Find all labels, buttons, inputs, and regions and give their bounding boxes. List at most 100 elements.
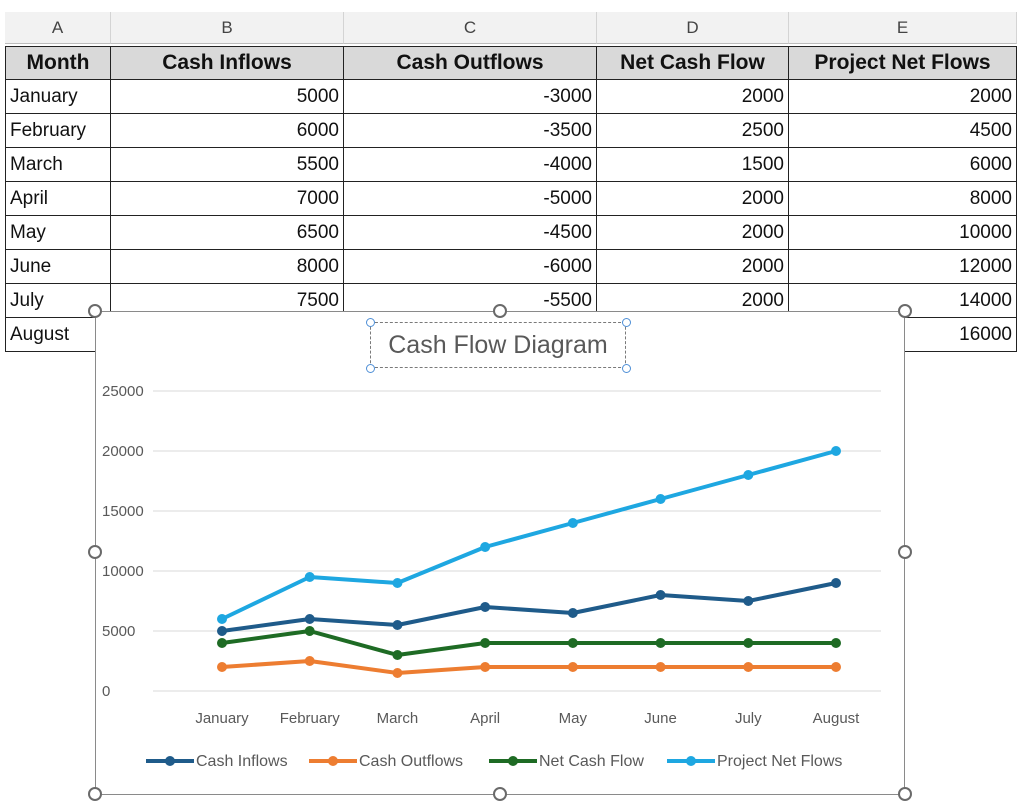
cell-cash-outflows[interactable]: -3500 xyxy=(344,114,597,148)
cell-cash-inflows[interactable]: 5500 xyxy=(111,148,344,182)
legend-swatch-marker-cash-inflows xyxy=(165,756,175,766)
legend-label-project-net-flows: Project Net Flows xyxy=(717,753,842,770)
header-cell-month[interactable]: Month xyxy=(5,46,111,80)
x-tick-label: April xyxy=(470,710,500,727)
cell-cash-outflows[interactable]: -6000 xyxy=(344,250,597,284)
data-point-cash-inflows xyxy=(392,620,403,630)
chart-resize-handle[interactable] xyxy=(88,304,102,318)
title-resize-handle[interactable] xyxy=(622,318,631,327)
cell-project-net-flows[interactable]: 2000 xyxy=(789,80,1017,114)
data-point-cash-outflows xyxy=(304,656,315,666)
cell-net-cash-flow[interactable]: 2000 xyxy=(597,250,789,284)
chart-resize-handle[interactable] xyxy=(898,304,912,318)
data-point-cash-outflows xyxy=(217,662,227,672)
cell-cash-inflows[interactable]: 5000 xyxy=(111,80,344,114)
cell-net-cash-flow[interactable]: 2000 xyxy=(597,182,789,216)
cell-cash-inflows[interactable]: 6500 xyxy=(111,216,344,250)
chart-resize-handle[interactable] xyxy=(493,787,507,801)
data-point-cash-inflows xyxy=(304,614,315,624)
column-header-d[interactable]: D xyxy=(597,12,789,44)
data-point-cash-inflows xyxy=(217,626,227,636)
chart-resize-handle[interactable] xyxy=(493,304,507,318)
chart-area[interactable]: 25000 20000 15000 10000 5000 0 January February… xyxy=(95,311,905,795)
cell-cash-inflows[interactable]: 7000 xyxy=(111,182,344,216)
cell-net-cash-flow[interactable]: 2000 xyxy=(597,216,789,250)
data-point-cash-outflows xyxy=(743,662,754,672)
data-point-project-net-flows xyxy=(217,614,227,624)
data-point-cash-inflows xyxy=(655,590,666,600)
cell-cash-outflows[interactable]: -5000 xyxy=(344,182,597,216)
cell-cash-outflows[interactable]: -4500 xyxy=(344,216,597,250)
chart-resize-handle[interactable] xyxy=(88,545,102,559)
title-resize-handle[interactable] xyxy=(366,318,375,327)
column-header-e[interactable]: E xyxy=(789,12,1017,44)
y-tick-label: 10000 xyxy=(102,563,144,580)
data-point-cash-inflows xyxy=(831,578,841,588)
y-tick-label: 15000 xyxy=(102,503,144,520)
cell-project-net-flows[interactable]: 4500 xyxy=(789,114,1017,148)
data-point-net-cash-flow xyxy=(655,638,666,648)
column-header-a[interactable]: A xyxy=(5,12,111,44)
x-tick-label: July xyxy=(735,710,762,727)
cell-month[interactable]: February xyxy=(5,114,111,148)
x-tick-label: August xyxy=(813,710,861,727)
data-point-project-net-flows xyxy=(392,578,403,588)
data-point-net-cash-flow xyxy=(304,626,315,636)
cell-project-net-flows[interactable]: 8000 xyxy=(789,182,1017,216)
cell-month[interactable]: April xyxy=(5,182,111,216)
cell-month[interactable]: July xyxy=(5,284,111,318)
chart-title[interactable]: Cash Flow Diagram xyxy=(370,322,626,368)
cell-month[interactable]: January xyxy=(5,80,111,114)
x-tick-label: June xyxy=(644,710,677,727)
data-point-cash-inflows xyxy=(567,608,578,618)
cell-project-net-flows[interactable]: 10000 xyxy=(789,216,1017,250)
data-point-cash-outflows xyxy=(567,662,578,672)
cell-net-cash-flow[interactable]: 2500 xyxy=(597,114,789,148)
header-cell-project-net-flows[interactable]: Project Net Flows xyxy=(789,46,1017,80)
column-header-b[interactable]: B xyxy=(111,12,344,44)
data-point-cash-outflows xyxy=(831,662,841,672)
cell-project-net-flows[interactable]: 6000 xyxy=(789,148,1017,182)
cell-project-net-flows[interactable]: 12000 xyxy=(789,250,1017,284)
data-point-project-net-flows xyxy=(567,518,578,528)
y-tick-label: 25000 xyxy=(102,383,144,400)
y-tick-label: 20000 xyxy=(102,443,144,460)
data-point-net-cash-flow xyxy=(831,638,841,648)
chart-resize-handle[interactable] xyxy=(88,787,102,801)
title-resize-handle[interactable] xyxy=(366,364,375,373)
legend-swatch-marker-net-cash-flow xyxy=(508,756,518,766)
y-tick-label: 0 xyxy=(102,683,110,700)
cell-net-cash-flow[interactable]: 2000 xyxy=(597,80,789,114)
y-tick-label: 5000 xyxy=(102,623,135,640)
cell-cash-inflows[interactable]: 8000 xyxy=(111,250,344,284)
title-resize-handle[interactable] xyxy=(622,364,631,373)
cell-month[interactable]: May xyxy=(5,216,111,250)
cell-cash-outflows[interactable]: -3000 xyxy=(344,80,597,114)
header-cell-cash-inflows[interactable]: Cash Inflows xyxy=(111,46,344,80)
x-tick-label: January xyxy=(195,710,249,727)
cell-month[interactable]: March xyxy=(5,148,111,182)
data-point-cash-outflows xyxy=(655,662,666,672)
data-point-project-net-flows xyxy=(480,542,491,552)
header-cell-net-cash-flow[interactable]: Net Cash Flow xyxy=(597,46,789,80)
chart-resize-handle[interactable] xyxy=(898,787,912,801)
header-cell-cash-outflows[interactable]: Cash Outflows xyxy=(344,46,597,80)
data-point-project-net-flows xyxy=(304,572,315,582)
data-point-net-cash-flow xyxy=(392,650,403,660)
chart-resize-handle[interactable] xyxy=(898,545,912,559)
legend-label-cash-outflows: Cash Outflows xyxy=(359,753,463,770)
cell-cash-inflows[interactable]: 6000 xyxy=(111,114,344,148)
data-point-project-net-flows xyxy=(831,446,841,456)
series-line-cash-outflows xyxy=(221,659,836,675)
data-point-cash-inflows xyxy=(743,596,754,606)
data-point-net-cash-flow xyxy=(567,638,578,648)
legend-label-cash-inflows: Cash Inflows xyxy=(196,753,288,770)
cell-net-cash-flow[interactable]: 1500 xyxy=(597,148,789,182)
cell-month[interactable]: June xyxy=(5,250,111,284)
series-line-project-net-flows xyxy=(221,449,837,621)
data-point-cash-inflows xyxy=(480,602,491,612)
cell-cash-outflows[interactable]: -4000 xyxy=(344,148,597,182)
legend-swatch-marker-project-net-flows xyxy=(686,756,696,766)
series-line-net-cash-flow xyxy=(221,629,836,657)
column-header-c[interactable]: C xyxy=(344,12,597,44)
